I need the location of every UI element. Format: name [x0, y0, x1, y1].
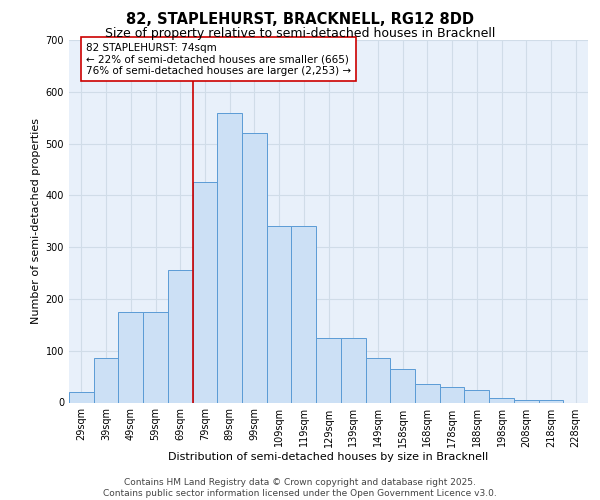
- Text: 82, STAPLEHURST, BRACKNELL, RG12 8DD: 82, STAPLEHURST, BRACKNELL, RG12 8DD: [126, 12, 474, 28]
- Bar: [415, 384, 440, 402]
- Bar: [390, 369, 415, 402]
- Text: Size of property relative to semi-detached houses in Bracknell: Size of property relative to semi-detach…: [105, 28, 495, 40]
- Bar: [193, 182, 217, 402]
- Bar: [168, 270, 193, 402]
- Bar: [94, 358, 118, 403]
- Bar: [341, 338, 365, 402]
- Bar: [69, 392, 94, 402]
- Bar: [292, 226, 316, 402]
- Text: Contains HM Land Registry data © Crown copyright and database right 2025.
Contai: Contains HM Land Registry data © Crown c…: [103, 478, 497, 498]
- Y-axis label: Number of semi-detached properties: Number of semi-detached properties: [31, 118, 41, 324]
- Bar: [514, 400, 539, 402]
- Bar: [118, 312, 143, 402]
- X-axis label: Distribution of semi-detached houses by size in Bracknell: Distribution of semi-detached houses by …: [169, 452, 488, 462]
- Bar: [440, 387, 464, 402]
- Bar: [143, 312, 168, 402]
- Bar: [316, 338, 341, 402]
- Bar: [489, 398, 514, 402]
- Bar: [242, 133, 267, 402]
- Text: 82 STAPLEHURST: 74sqm
← 22% of semi-detached houses are smaller (665)
76% of sem: 82 STAPLEHURST: 74sqm ← 22% of semi-deta…: [86, 42, 351, 76]
- Bar: [464, 390, 489, 402]
- Bar: [539, 400, 563, 402]
- Bar: [365, 358, 390, 403]
- Bar: [267, 226, 292, 402]
- Bar: [217, 112, 242, 403]
